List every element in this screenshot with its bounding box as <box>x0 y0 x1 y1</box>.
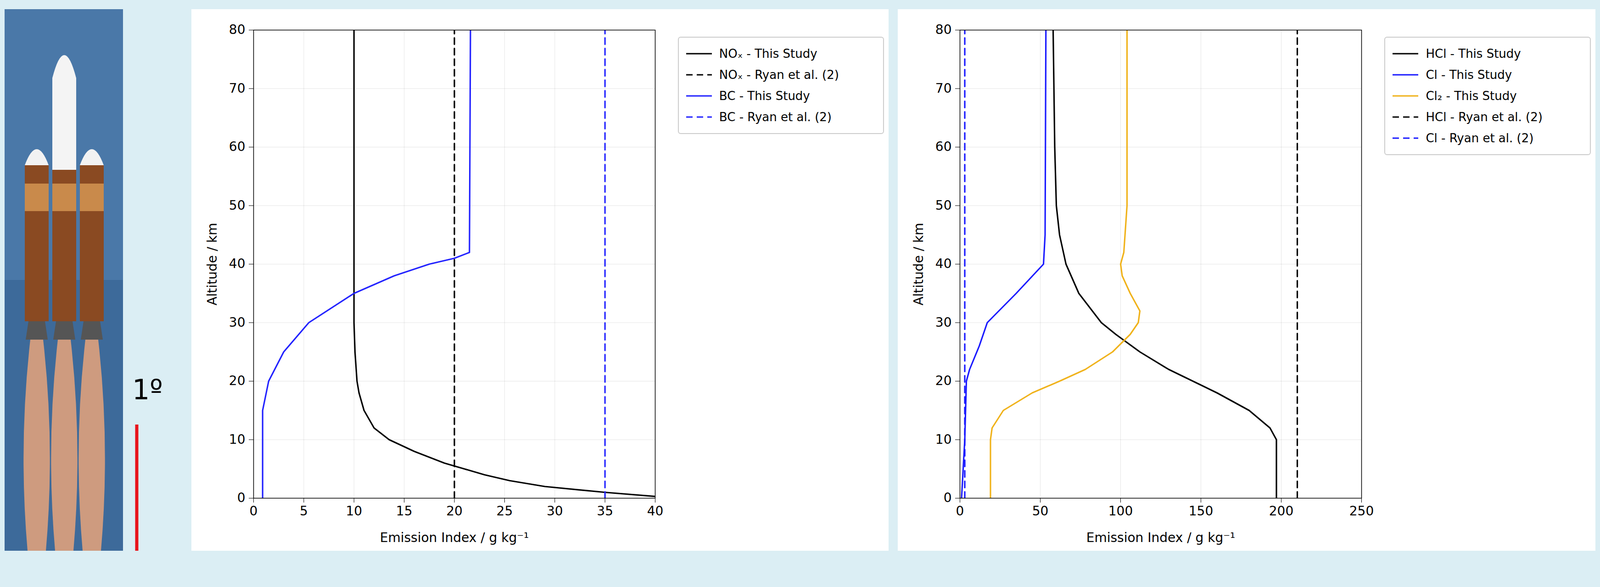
svg-text:80: 80 <box>935 22 952 38</box>
svg-text:40: 40 <box>935 256 952 272</box>
svg-text:10: 10 <box>935 431 952 448</box>
svg-text:Emission Index / g kg⁻¹: Emission Index / g kg⁻¹ <box>380 530 529 546</box>
svg-text:30: 30 <box>229 314 246 331</box>
svg-text:25: 25 <box>496 503 513 519</box>
html-text:Cl₂ - This Study: Cl₂ - This Study <box>1425 89 1517 103</box>
svg-text:40: 40 <box>647 503 664 519</box>
svg-text:30: 30 <box>935 314 952 331</box>
svg-text:Altitude / km: Altitude / km <box>204 222 220 306</box>
svg-text:20: 20 <box>935 373 952 389</box>
svg-text:70: 70 <box>935 80 952 96</box>
html-text:HCl - This Study: HCl - This Study <box>1425 46 1521 61</box>
svg-text:50: 50 <box>1032 503 1049 519</box>
svg-text:80: 80 <box>229 22 246 38</box>
html-text:BC - This Study: BC - This Study <box>719 89 811 103</box>
html-text:BC - Ryan et al. (2): BC - Ryan et al. (2) <box>719 110 832 124</box>
svg-text:Emission Index / g kg⁻¹: Emission Index / g kg⁻¹ <box>1086 530 1236 546</box>
html-text:Cl - This Study: Cl - This Study <box>1425 67 1512 82</box>
svg-text:Altitude / km: Altitude / km <box>911 222 927 306</box>
svg-text:0: 0 <box>943 490 952 506</box>
html-text:HCl - Ryan et al. (2): HCl - Ryan et al. (2) <box>1425 110 1543 124</box>
svg-text:0: 0 <box>237 490 246 506</box>
svg-text:60: 60 <box>229 139 246 155</box>
svg-text:15: 15 <box>396 503 413 519</box>
svg-text:20: 20 <box>229 373 246 389</box>
svg-text:50: 50 <box>935 197 952 213</box>
svg-text:0: 0 <box>956 503 965 519</box>
svg-text:150: 150 <box>1188 503 1214 519</box>
svg-text:200: 200 <box>1269 503 1294 519</box>
svg-text:70: 70 <box>229 80 246 96</box>
html-text:Cl - Ryan et al. (2): Cl - Ryan et al. (2) <box>1425 131 1534 146</box>
svg-text:30: 30 <box>546 503 564 519</box>
svg-text:250: 250 <box>1349 503 1374 519</box>
html-text:NOₓ - This Study: NOₓ - This Study <box>719 46 818 61</box>
svg-text:10: 10 <box>229 431 246 448</box>
html-text:NOₓ - Ryan et al. (2): NOₓ - Ryan et al. (2) <box>719 67 839 82</box>
svg-text:40: 40 <box>229 256 246 272</box>
svg-text:35: 35 <box>596 503 614 519</box>
svg-text:50: 50 <box>229 197 246 213</box>
svg-text:5: 5 <box>299 503 308 519</box>
svg-text:10: 10 <box>345 503 363 519</box>
svg-text:100: 100 <box>1108 503 1133 519</box>
svg-text:1º: 1º <box>132 373 163 406</box>
svg-text:60: 60 <box>935 139 952 155</box>
svg-text:0: 0 <box>249 503 258 519</box>
svg-text:20: 20 <box>446 503 463 519</box>
